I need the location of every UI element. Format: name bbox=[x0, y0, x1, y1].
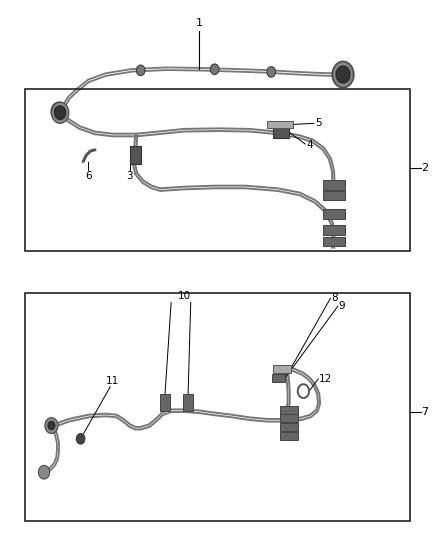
Bar bbox=[130, 146, 141, 164]
Bar bbox=[323, 180, 345, 190]
Circle shape bbox=[54, 107, 63, 117]
Text: 12: 12 bbox=[319, 374, 332, 384]
Bar bbox=[160, 394, 170, 411]
Text: 9: 9 bbox=[339, 301, 345, 311]
Text: 6: 6 bbox=[85, 171, 92, 181]
Circle shape bbox=[48, 421, 55, 430]
Circle shape bbox=[336, 66, 350, 83]
Text: 1: 1 bbox=[196, 18, 203, 28]
Text: 3: 3 bbox=[127, 171, 133, 181]
Bar bbox=[280, 423, 298, 431]
Text: 11: 11 bbox=[106, 376, 119, 386]
Text: 7: 7 bbox=[421, 407, 428, 417]
Bar bbox=[323, 237, 345, 246]
Bar bbox=[323, 209, 345, 219]
Text: 5: 5 bbox=[315, 118, 321, 128]
Bar bbox=[267, 121, 293, 127]
Bar bbox=[25, 293, 410, 521]
Circle shape bbox=[76, 433, 85, 444]
Bar bbox=[323, 191, 345, 200]
Bar bbox=[280, 406, 298, 414]
Circle shape bbox=[45, 418, 58, 433]
Circle shape bbox=[51, 102, 69, 123]
Text: 10: 10 bbox=[178, 291, 191, 301]
Bar bbox=[280, 415, 298, 422]
Circle shape bbox=[136, 65, 145, 76]
Circle shape bbox=[39, 465, 49, 479]
Text: 2: 2 bbox=[421, 164, 428, 173]
Bar bbox=[323, 225, 345, 235]
Text: 4: 4 bbox=[306, 140, 313, 150]
Text: 8: 8 bbox=[331, 293, 338, 303]
Bar bbox=[25, 89, 410, 251]
Bar bbox=[272, 374, 285, 382]
Bar bbox=[273, 365, 291, 373]
Bar bbox=[280, 432, 298, 440]
Circle shape bbox=[54, 106, 66, 119]
Circle shape bbox=[332, 61, 354, 88]
Circle shape bbox=[267, 67, 276, 77]
Bar bbox=[273, 126, 289, 138]
Circle shape bbox=[51, 102, 67, 121]
Circle shape bbox=[210, 64, 219, 75]
Bar bbox=[184, 394, 193, 411]
